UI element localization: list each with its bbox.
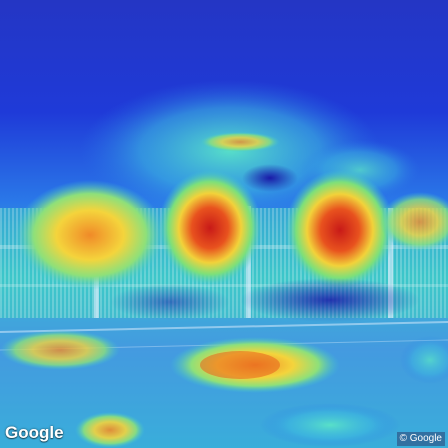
copyright-badge: © Google — [396, 432, 445, 446]
